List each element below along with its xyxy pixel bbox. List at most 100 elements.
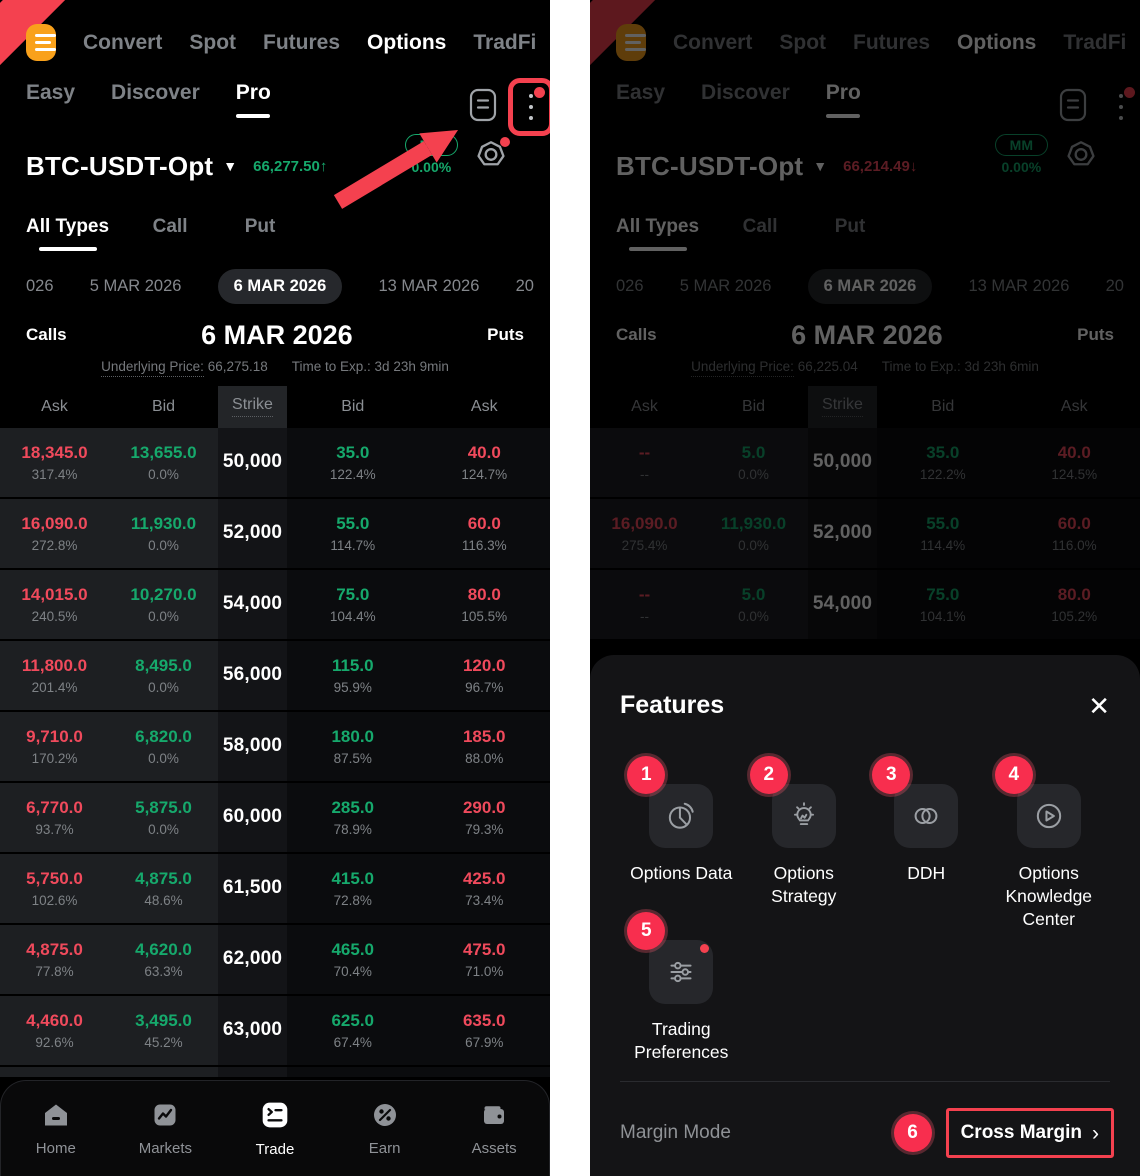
put-ask[interactable]: 80.0 105.5% [419, 570, 551, 639]
call-ask[interactable]: 18,345.0 317.4% [0, 428, 109, 497]
expiry-tab-6-mar-2026[interactable]: 6 MAR 2026 [217, 268, 343, 304]
call-ask[interactable]: 16,090.0 272.8% [0, 499, 109, 568]
calls-cells: 11,800.0 201.4% 8,495.0 0.0% [0, 640, 218, 710]
view-tab-pro[interactable]: Pro [236, 81, 271, 118]
put-ask[interactable]: 120.0 96.7% [419, 641, 551, 710]
menu-icon[interactable] [26, 24, 56, 61]
put-bid[interactable]: 75.0 104.4% [287, 570, 419, 639]
cross-margin-button[interactable]: Cross Margin › [945, 1108, 1114, 1158]
strike-cell[interactable]: 62,000 [218, 924, 287, 994]
put-bid[interactable]: 115.0 95.9% [287, 641, 419, 710]
put-ask[interactable]: 40.0 124.7% [419, 428, 551, 497]
underlying-price: Underlying Price: 66,275.18 [101, 358, 268, 377]
put-ask[interactable]: 60.0 116.3% [419, 499, 551, 568]
call-bid-iv: 63.3% [144, 963, 183, 979]
call-ask[interactable]: 5,750.0 102.6% [0, 854, 109, 923]
strike-cell[interactable]: 54,000 [218, 569, 287, 639]
type-tab-label: All Types [26, 216, 110, 237]
call-bid[interactable]: 3,495.0 45.2% [109, 996, 218, 1065]
strike-cell[interactable]: 61,500 [218, 853, 287, 923]
put-ask[interactable]: 425.0 73.4% [419, 854, 551, 923]
call-ask[interactable]: 6,770.0 93.7% [0, 783, 109, 852]
expiry-tab-5-mar-2026[interactable]: 5 MAR 2026 [89, 276, 182, 295]
pie-chart-icon[interactable] [649, 784, 714, 848]
expiry-tab-13-mar-2026[interactable]: 13 MAR 2026 [378, 276, 480, 295]
call-bid[interactable]: 13,655.0 0.0% [109, 428, 218, 497]
bottom-nav-home[interactable]: Home [1, 1081, 111, 1176]
top-nav: Convert Spot Futures Options TradFi [26, 0, 536, 61]
expiry-tab-20[interactable]: 20 [515, 276, 534, 295]
type-tab-call[interactable]: Call [141, 216, 199, 251]
put-bid-price: 55.0 [336, 513, 370, 533]
instrument-name[interactable]: BTC-USDT-Opt [26, 150, 214, 181]
strike-cell[interactable]: 63,000 [218, 995, 287, 1065]
features-grid: 1 Options Data 2 Options Strategy 3 DDH 4 Optio… [620, 756, 1110, 1074]
call-ask-price: 5,750.0 [26, 868, 83, 888]
call-bid[interactable]: 4,875.0 48.6% [109, 854, 218, 923]
call-bid-price: 6,820.0 [135, 726, 192, 746]
call-bid[interactable]: 11,930.0 0.0% [109, 499, 218, 568]
call-ask[interactable]: 4,460.0 92.6% [0, 996, 109, 1065]
put-bid[interactable]: 415.0 72.8% [287, 854, 419, 923]
call-ask[interactable]: 9,710.0 170.2% [0, 712, 109, 781]
lightbulb-icon[interactable] [771, 784, 836, 848]
call-ask[interactable]: 14,015.0 240.5% [0, 570, 109, 639]
call-bid[interactable]: 4,620.0 63.3% [109, 925, 218, 994]
call-bid[interactable]: 8,495.0 0.0% [109, 641, 218, 710]
put-bid[interactable]: 55.0 114.7% [287, 499, 419, 568]
type-tab-all-types[interactable]: All Types [26, 216, 109, 251]
put-bid[interactable]: 625.0 67.4% [287, 996, 419, 1065]
calls-label: Calls [26, 325, 67, 344]
top-nav-item-tradfi[interactable]: TradFi [473, 30, 537, 54]
put-ask[interactable]: 290.0 79.3% [419, 783, 551, 852]
put-bid[interactable]: 180.0 87.5% [287, 712, 419, 781]
orderbook-icon[interactable] [468, 87, 498, 128]
call-bid-price: 10,270.0 [130, 584, 197, 604]
feature-label: Trading Preferences [634, 1019, 729, 1062]
call-ask-iv: 93.7% [35, 821, 74, 837]
put-bid-price: 180.0 [331, 726, 375, 746]
chain-table-body: 18,345.0 317.4% 13,655.0 0.0% 50,000 35.0 122.… [0, 427, 551, 1077]
top-nav-item-convert[interactable]: Convert [83, 30, 163, 54]
call-bid[interactable]: 5,875.0 0.0% [109, 783, 218, 852]
strike-cell[interactable]: 52,000 [218, 498, 287, 568]
expiry-tab-026[interactable]: 026 [26, 276, 54, 295]
bottom-nav-label: Assets [471, 1139, 517, 1157]
top-nav-item-spot[interactable]: Spot [189, 30, 237, 54]
close-icon[interactable]: ✕ [1088, 690, 1110, 721]
strike-cell[interactable]: 50,000 [218, 427, 287, 497]
margin-mode-badge[interactable]: MM 0.00% [404, 134, 458, 175]
calls-cells: 6,770.0 93.7% 5,875.0 0.0% [0, 782, 218, 852]
bottom-nav-markets[interactable]: Markets [111, 1081, 221, 1176]
type-tab-put[interactable]: Put [231, 216, 289, 251]
bottom-nav-assets[interactable]: Assets [439, 1081, 549, 1176]
put-ask[interactable]: 635.0 67.9% [419, 996, 551, 1065]
gear-icon[interactable] [474, 137, 510, 172]
put-ask[interactable]: 185.0 88.0% [419, 712, 551, 781]
top-nav-item-options[interactable]: Options [367, 30, 447, 54]
linked-circles-icon[interactable] [894, 784, 959, 848]
top-nav-item-futures[interactable]: Futures [263, 30, 341, 54]
call-bid[interactable]: 10,270.0 0.0% [109, 570, 218, 639]
call-ask[interactable]: 4,875.0 77.8% [0, 925, 109, 994]
kebab-menu-icon[interactable] [508, 78, 550, 136]
play-circle-icon[interactable] [1016, 784, 1081, 848]
put-ask[interactable]: 475.0 71.0% [419, 925, 551, 994]
put-bid-iv: 67.4% [333, 1034, 372, 1050]
bottom-nav-trade[interactable]: Trade [220, 1081, 330, 1176]
put-bid[interactable]: 35.0 122.4% [287, 428, 419, 497]
sliders-icon[interactable] [649, 940, 714, 1005]
strike-cell[interactable]: 58,000 [218, 711, 287, 781]
call-ask[interactable]: 11,800.0 201.4% [0, 641, 109, 710]
bottom-nav-earn[interactable]: Earn [330, 1081, 440, 1176]
put-bid-iv: 114.7% [330, 537, 376, 553]
view-tab-discover[interactable]: Discover [111, 81, 200, 118]
view-tab-easy[interactable]: Easy [26, 81, 75, 118]
strike-cell[interactable]: 56,000 [218, 640, 287, 710]
strike-cell[interactable]: 60,000 [218, 782, 287, 852]
call-bid[interactable]: 6,820.0 0.0% [109, 712, 218, 781]
column-header-strike[interactable]: Strike [218, 385, 287, 428]
put-bid[interactable]: 465.0 70.4% [287, 925, 419, 994]
call-bid-iv: 0.0% [148, 608, 179, 624]
put-bid[interactable]: 285.0 78.9% [287, 783, 419, 852]
